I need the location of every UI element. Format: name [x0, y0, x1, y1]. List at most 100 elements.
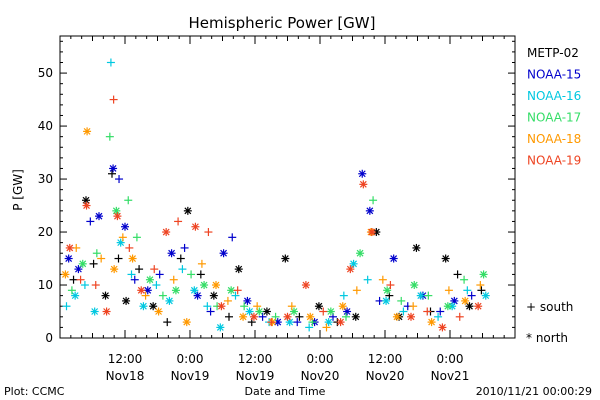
- legend-entry: NOAA-18: [527, 132, 581, 146]
- data-point: [78, 259, 87, 268]
- data-point: [191, 222, 200, 231]
- data-point: [197, 259, 206, 268]
- data-point: [203, 302, 212, 311]
- data-point: [217, 302, 226, 311]
- y-tick-label: 40: [38, 119, 53, 133]
- data-point: [346, 265, 355, 274]
- data-point: [399, 307, 408, 316]
- data-point: [356, 249, 365, 258]
- legend-entry: NOAA-19: [527, 154, 581, 168]
- x-tick-label-time: 0:00: [177, 352, 204, 366]
- data-point: [301, 281, 310, 290]
- data-point: [137, 286, 146, 295]
- data-point: [65, 243, 74, 252]
- data-point: [216, 323, 225, 332]
- x-tick-label-time: 12:00: [108, 352, 143, 366]
- data-point: [106, 58, 115, 67]
- timestamp: 2010/11/21 00:00:29: [476, 385, 592, 398]
- data-point: [86, 217, 95, 226]
- data-point: [176, 254, 185, 263]
- data-point: [204, 228, 213, 237]
- data-point: [122, 296, 131, 305]
- data-point: [132, 233, 141, 242]
- data-point: [118, 233, 127, 242]
- data-point: [196, 270, 205, 279]
- data-point: [62, 302, 71, 311]
- data-point: [101, 291, 110, 300]
- x-tick-label-date: Nov20: [366, 369, 405, 383]
- data-point: [145, 275, 154, 284]
- x-tick-label-date: Nov21: [431, 369, 470, 383]
- data-point: [90, 307, 99, 316]
- data-point: [74, 265, 83, 274]
- data-point: [460, 275, 469, 284]
- data-point: [416, 291, 425, 300]
- x-axis-label: Date and Time: [245, 385, 326, 398]
- data-point: [135, 265, 144, 274]
- legend-entry: NOAA-15: [527, 68, 581, 82]
- data-point: [165, 296, 174, 305]
- data-point: [324, 318, 333, 327]
- data-point: [339, 291, 348, 300]
- data-point: [314, 302, 323, 311]
- data-point: [154, 307, 163, 316]
- data-point: [149, 302, 158, 311]
- data-point: [180, 243, 189, 252]
- data-point: [127, 270, 136, 279]
- data-point: [352, 286, 361, 295]
- data-point: [169, 275, 178, 284]
- data-point: [225, 312, 233, 321]
- data-point: [95, 212, 103, 221]
- x-axis: 12:00 Nov18 0:00 Nov19 12:00 Nov19 0:00 Nov20 12…: [59, 36, 516, 383]
- data-point: [412, 243, 421, 252]
- data-point: [174, 217, 183, 226]
- data-point: [444, 286, 453, 295]
- x-tick-label-time: 12:00: [238, 352, 273, 366]
- data-point: [130, 275, 139, 284]
- data-point: [187, 270, 196, 279]
- data-point: [407, 312, 415, 321]
- data-point: [239, 312, 248, 321]
- y-tick-label: 0: [45, 331, 53, 345]
- data-point: [109, 164, 118, 173]
- data-point: [110, 265, 119, 274]
- x-tick-label-time: 0:00: [437, 352, 464, 366]
- data-point: [423, 307, 432, 316]
- data-point: [113, 212, 122, 221]
- data-point: [383, 286, 392, 295]
- data-point: [443, 302, 452, 311]
- data-point: [461, 296, 470, 305]
- data-point: [91, 281, 100, 290]
- legend: METP-02 NOAA-15 NOAA-16 NOAA-17 NOAA-18 NOAA-…: [527, 46, 581, 168]
- data-point: [178, 265, 187, 274]
- data-point: [392, 312, 401, 321]
- data-point: [183, 206, 192, 215]
- data-point: [253, 302, 262, 311]
- y-tick-label: 10: [38, 278, 53, 292]
- data-point: [249, 312, 258, 321]
- data-point: [389, 254, 398, 263]
- data-point: [116, 238, 125, 247]
- legend-entry: NOAA-16: [527, 89, 581, 103]
- data-point: [209, 291, 218, 300]
- data-point: [171, 286, 180, 295]
- plot-frame: [59, 35, 516, 339]
- data-point: [167, 249, 176, 258]
- y-tick-label: 30: [38, 172, 53, 186]
- data-point: [336, 318, 345, 327]
- data-point: [61, 270, 70, 279]
- data-point: [228, 233, 237, 242]
- data-point: [285, 318, 294, 327]
- data-point: [343, 307, 352, 316]
- data-point: [128, 254, 137, 263]
- data-point: [476, 281, 485, 290]
- legend-entry: NOAA-17: [527, 111, 581, 125]
- data-point: [240, 302, 249, 311]
- data-point: [162, 228, 171, 237]
- data-point: [267, 318, 276, 327]
- data-point: [386, 281, 395, 290]
- marker-key-north: * north: [526, 331, 568, 345]
- data-point: [71, 291, 80, 300]
- data-point: [112, 206, 121, 215]
